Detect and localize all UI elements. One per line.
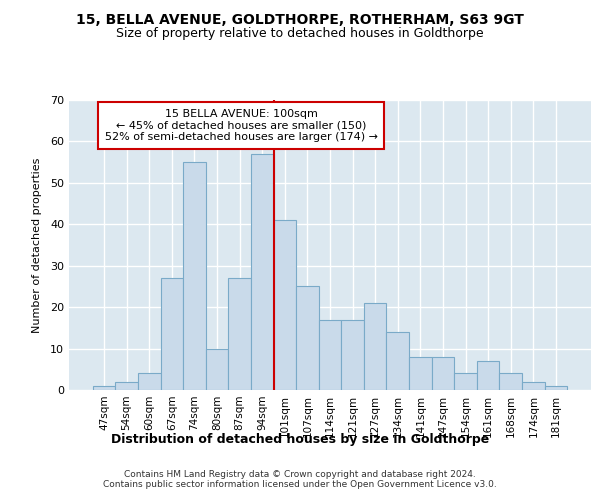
Bar — [161, 278, 183, 390]
Text: 15, BELLA AVENUE, GOLDTHORPE, ROTHERHAM, S63 9GT: 15, BELLA AVENUE, GOLDTHORPE, ROTHERHAM,… — [76, 12, 524, 26]
Bar — [229, 278, 251, 390]
Bar — [296, 286, 319, 390]
Bar — [93, 386, 115, 390]
Text: Size of property relative to detached houses in Goldthorpe: Size of property relative to detached ho… — [116, 28, 484, 40]
Bar — [522, 382, 545, 390]
Y-axis label: Number of detached properties: Number of detached properties — [32, 158, 41, 332]
Bar — [183, 162, 206, 390]
Bar — [477, 361, 499, 390]
Text: Contains HM Land Registry data © Crown copyright and database right 2024.: Contains HM Land Registry data © Crown c… — [124, 470, 476, 479]
Bar — [454, 374, 477, 390]
Bar — [138, 374, 161, 390]
Bar — [206, 348, 229, 390]
Text: 15 BELLA AVENUE: 100sqm
← 45% of detached houses are smaller (150)
52% of semi-d: 15 BELLA AVENUE: 100sqm ← 45% of detache… — [105, 108, 378, 142]
Bar — [409, 357, 431, 390]
Bar — [115, 382, 138, 390]
Bar — [319, 320, 341, 390]
Bar — [364, 303, 386, 390]
Bar — [499, 374, 522, 390]
Bar — [251, 154, 274, 390]
Bar — [386, 332, 409, 390]
Text: Distribution of detached houses by size in Goldthorpe: Distribution of detached houses by size … — [111, 432, 489, 446]
Bar — [545, 386, 567, 390]
Text: Contains public sector information licensed under the Open Government Licence v3: Contains public sector information licen… — [103, 480, 497, 489]
Bar — [341, 320, 364, 390]
Bar — [431, 357, 454, 390]
Bar — [274, 220, 296, 390]
